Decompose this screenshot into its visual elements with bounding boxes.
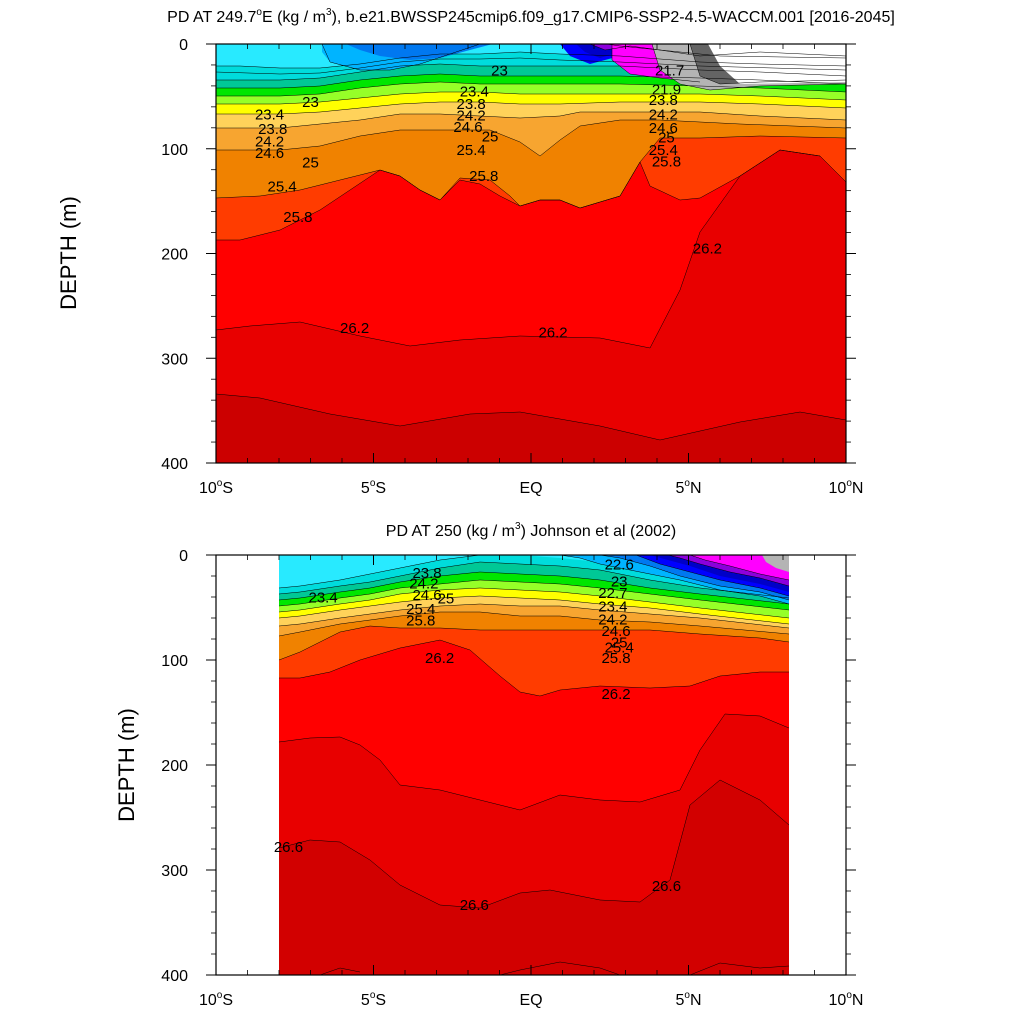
y-axis-label: DEPTH (m) [114,708,139,822]
contour-label: 21.9 [652,81,681,98]
contour-labels: 2323.423.824.224.62525.425.82323.423.824… [255,62,722,341]
axes: 10oS 5oS EQ 5oN 10oN 0 100 200 300 400 [161,37,863,497]
contour-label: 25.4 [457,142,486,159]
contour-label: 25 [302,155,319,172]
contour-label: 25 [658,129,675,146]
contour-label: 26.2 [425,650,454,667]
panel-top: PD AT 249.7oE (kg / m3), b.e21.BWSSP245c… [56,7,895,497]
x-tick-label: EQ [519,480,542,497]
contour-label: 26.2 [693,241,722,258]
y-tick-label: 0 [179,548,188,565]
contour-label: 26.2 [340,320,369,337]
x-tick-label: 5oS [361,990,386,1009]
y-tick-label: 300 [161,863,188,880]
contour-label: 21.7 [655,62,684,79]
contour-fill [279,555,789,975]
contour-label: 23.4 [460,83,489,100]
chart-title: PD AT 249.7oE (kg / m3), b.e21.BWSSP245c… [167,7,895,26]
contour-label: 25.8 [283,209,312,226]
y-tick-label: 100 [161,653,188,670]
x-tick-label: 5oN [675,990,701,1009]
contour-label: 24.6 [601,623,630,640]
contour-label: 25.4 [605,640,634,657]
contour-fill [216,44,846,463]
contour-label: 24.2 [457,107,486,124]
x-tick-label: 10oS [199,478,233,497]
y-tick-label: 400 [161,456,188,473]
contour-label: 25.8 [601,650,630,667]
contour-label: 24.6 [649,120,678,137]
contour-label: 23.8 [412,565,441,582]
contour-label: 26.6 [652,878,681,895]
contour-label: 23.4 [255,106,284,123]
contour-label: 23.8 [457,96,486,113]
contour-label: 26.2 [538,324,567,341]
panel-bottom: PD AT 250 (kg / m3) Johnson et al (2002) [114,521,863,1009]
x-tick-label: 10oN [829,990,864,1009]
x-tick-label: 10oS [199,990,233,1009]
contour-label: 25 [611,634,628,651]
y-tick-label: 200 [161,247,188,264]
axes: 10oS 5oS EQ 5oN 10oN 0 100 200 300 400 [161,548,863,1009]
contour-label: 25.8 [652,154,681,171]
contour-label: 26.6 [460,897,489,914]
contour-label: 25.4 [649,142,678,159]
contour-label: 23 [491,62,508,79]
contour-label: 23 [611,574,628,591]
x-tick-label: EQ [519,992,542,1009]
y-tick-label: 200 [161,758,188,775]
contour-lines [278,555,790,975]
contour-label: 23 [302,94,319,111]
y-axis-label: DEPTH (m) [56,196,81,310]
chart-title: PD AT 250 (kg / m3) Johnson et al (2002) [386,521,676,540]
contour-labels: 23.423.824.224.62525.425.822.62322.723.4… [274,557,681,914]
contour-label: 23.8 [258,121,287,138]
contour-lines [216,44,846,441]
x-tick-label: 5oS [361,478,386,497]
contour-label: 23.4 [598,599,627,616]
contour-label: 25 [438,590,455,607]
contour-label: 24.6 [412,587,441,604]
contour-label: 25.4 [268,179,297,196]
contour-label: 26.6 [274,839,303,856]
contour-label: 25.8 [469,168,498,185]
contour-label: 24.6 [453,119,482,136]
contour-label: 24.2 [649,106,678,123]
contour-label: 23.4 [308,589,337,606]
y-tick-label: 300 [161,351,188,368]
contour-label: 24.2 [255,134,284,151]
contour-label: 24.2 [409,576,438,593]
contour-label: 26.2 [601,686,630,703]
x-tick-label: 10oN [829,478,864,497]
contour-label: 22.7 [598,585,627,602]
contour-label: 25 [482,128,499,145]
y-tick-label: 0 [179,37,188,54]
contour-label: 25.4 [406,601,435,618]
y-tick-label: 400 [161,968,188,985]
y-tick-label: 100 [161,142,188,159]
contour-label: 25.8 [406,612,435,629]
x-tick-label: 5oN [675,478,701,497]
contour-label: 24.2 [598,611,627,628]
contour-label: 24.6 [255,145,284,162]
contour-label: 22.6 [605,557,634,574]
contour-label: 23.8 [649,92,678,109]
